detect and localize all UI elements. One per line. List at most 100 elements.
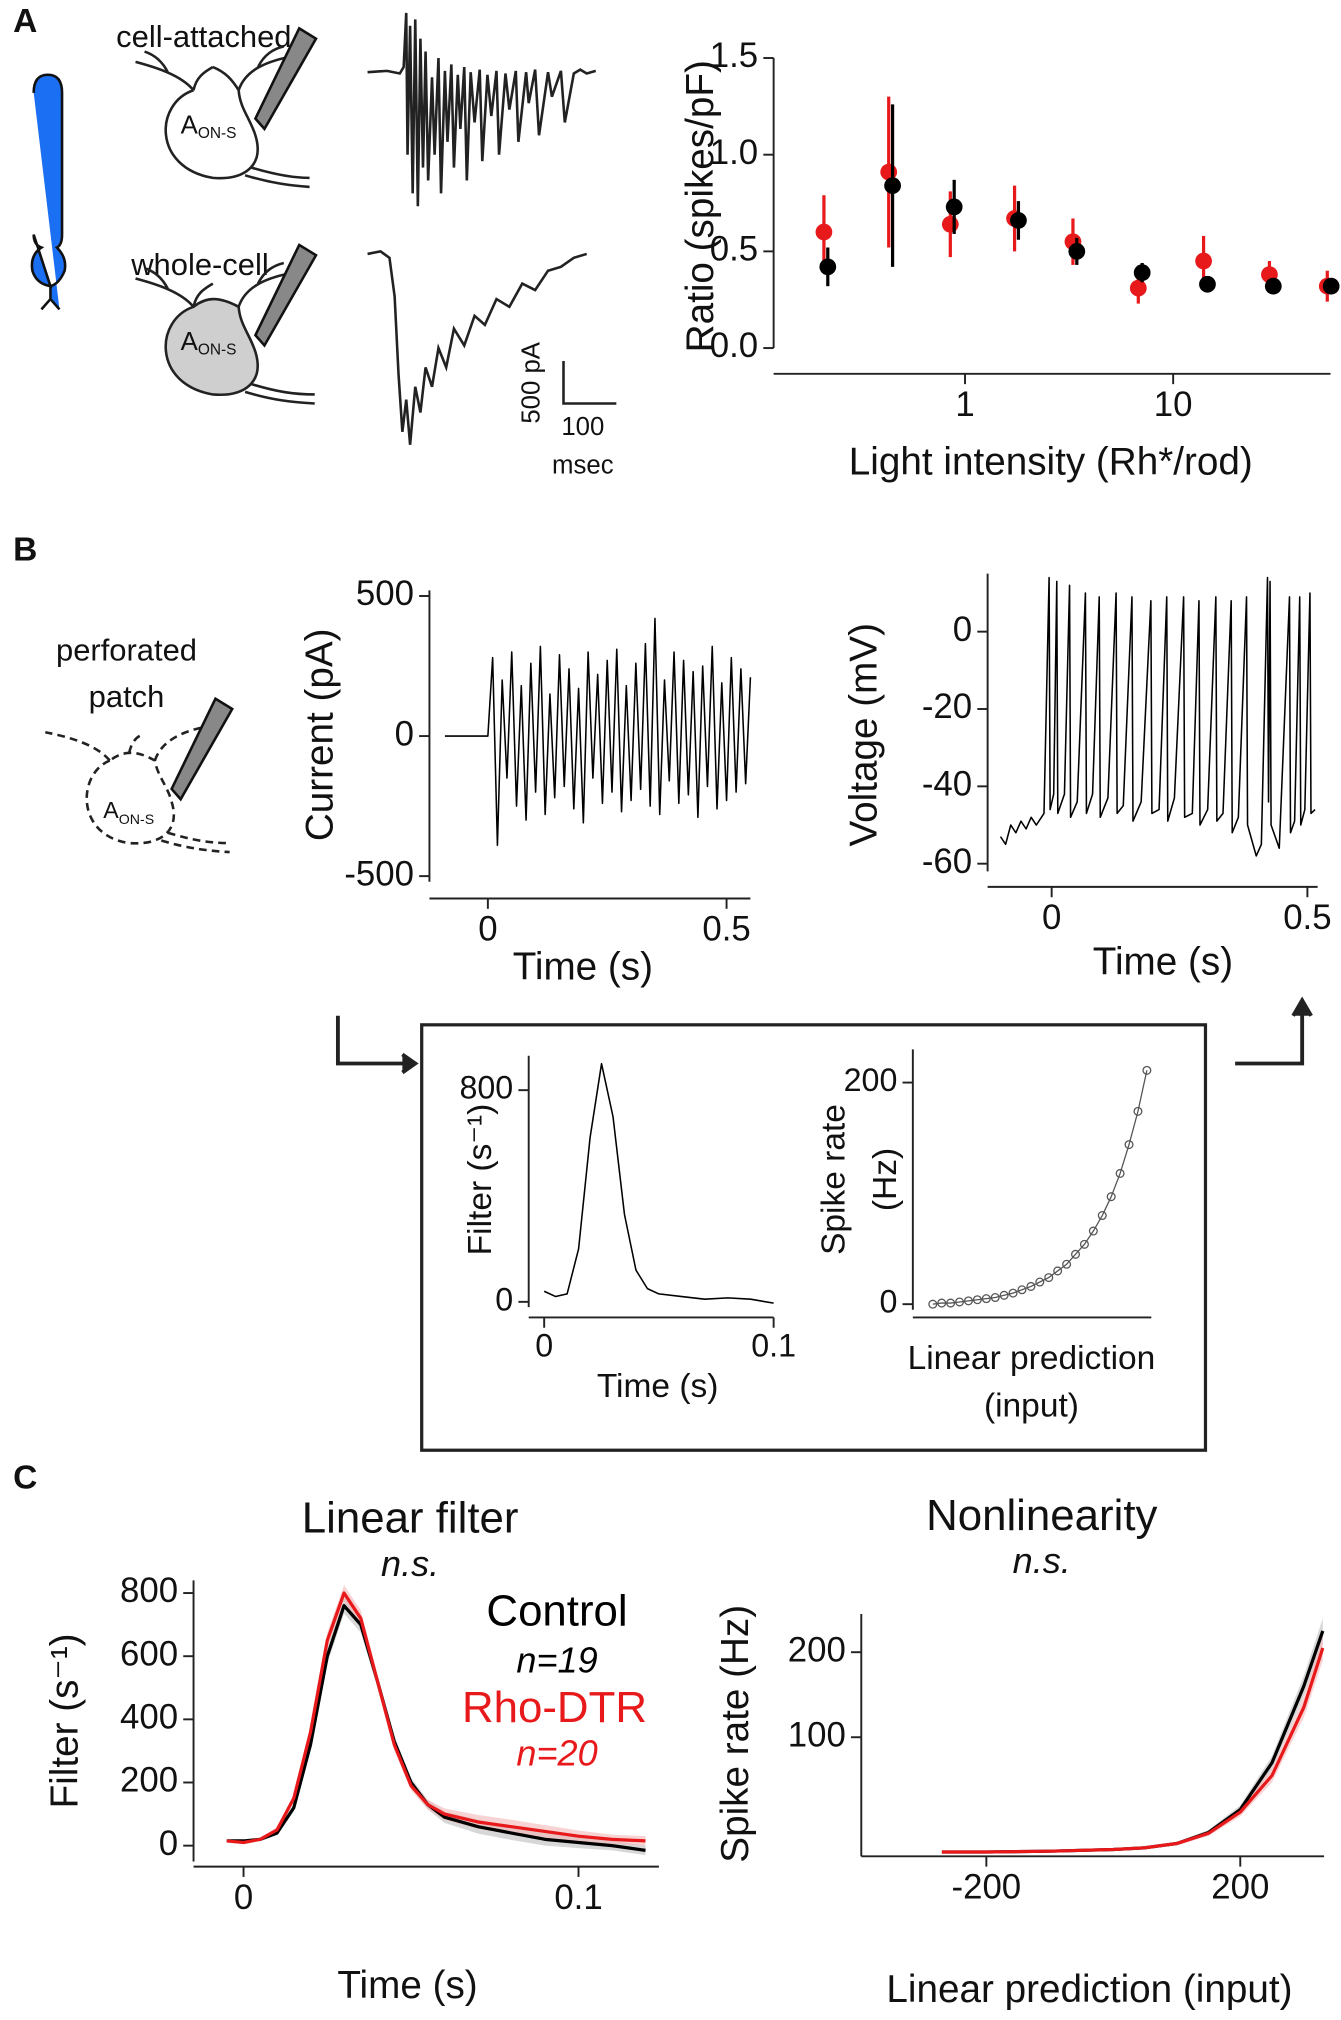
point [1079,1239,1089,1249]
point [1062,1259,1072,1269]
point [1053,1266,1063,1276]
y-axis-label: Spike rate [815,1104,852,1255]
x-axis-label: (input) [984,1388,1079,1425]
point [1322,277,1340,295]
y-tick-label: 0 [495,1281,513,1317]
cell-label-sub: ON-S [198,342,237,359]
point [1044,1273,1054,1283]
y-tick-label: 200 [788,1630,846,1669]
y-tick-label: 0.0 [710,326,758,365]
y-axis-label: Ratio (spikes/pF) [679,60,722,352]
point [941,215,959,233]
legend-label: Rho-DTR [462,1683,647,1732]
cell-label-main: A [181,111,199,139]
whole-cell-label: whole-cell [130,247,268,282]
y-axis-label: Voltage (mV) [843,623,886,846]
y-tick-label: -20 [922,687,972,726]
x-axis-label: Time (s) [597,1368,719,1405]
x-axis-label: Time (s) [513,946,653,989]
y-tick-label: 200 [844,1062,898,1098]
error-band [941,1618,1323,1853]
point [1017,1285,1027,1295]
perforated-label: patch [89,679,165,714]
legend-label: Control [486,1587,627,1636]
x-tick-label: 0 [234,1878,253,1917]
line [543,1062,774,1304]
point [1133,1106,1143,1116]
point [1264,277,1282,295]
chart-title: Nonlinearity [926,1491,1157,1540]
chart-title: Linear filter [302,1494,519,1543]
y-axis-label: Current (pA) [299,628,342,841]
x-tick-label: 0 [1042,898,1061,937]
y-tick-label: 0 [159,1824,178,1863]
cell-label-sub: ON-S [119,812,154,828]
x-tick-label: 0.5 [702,910,750,949]
rod-cell [30,73,67,311]
y-tick-label: 1.0 [710,133,758,172]
y-tick-label: 0.5 [710,230,758,269]
cell-drawing [45,725,230,854]
current-trace [367,249,588,445]
y-tick-label: -60 [922,842,972,881]
cell-attached-label: cell-attached [116,19,291,54]
x-tick-label: 10 [1154,385,1193,424]
point [884,177,901,195]
panel-letter: A [13,3,37,40]
x-tick-label: -200 [952,1868,1022,1907]
x-axis-label: Light intensity (Rh*/rod) [849,440,1253,483]
point [1088,1226,1098,1236]
y-tick-label: -500 [344,854,414,893]
line [941,1630,1325,1854]
y-tick-label: 600 [120,1634,178,1673]
model-box [420,1023,1208,1452]
point [1026,1281,1036,1291]
y-axis-label: (Hz) [867,1148,904,1211]
y-tick-label: 200 [120,1761,178,1800]
error-band [941,1635,1323,1853]
y-tick-label: 1.5 [710,36,758,75]
point [1070,1249,1081,1259]
point [1106,1192,1116,1202]
point [1124,1140,1134,1150]
x-axis-label: Time (s) [337,1964,477,2007]
chart-subtitle: n.s. [1013,1540,1071,1581]
x-tick-label: 0 [535,1328,553,1364]
point [963,1296,973,1306]
point [1129,279,1147,297]
point [1115,1168,1125,1178]
line [999,576,1316,857]
point [1195,252,1212,270]
y-tick-label: 0 [953,610,972,649]
point [819,258,837,276]
y-tick-label: 800 [120,1571,178,1610]
cell-label: AON-S [181,111,237,142]
point [1133,264,1151,282]
y-tick-label: -40 [922,765,972,804]
cell-drawing [135,26,318,189]
y-tick-label: 800 [459,1070,513,1106]
point [937,1298,947,1308]
point [1068,242,1086,260]
cell-label-sub: ON-S [198,125,237,142]
point [815,223,833,241]
scale-bar [562,360,617,405]
point [1199,275,1216,293]
y-tick-label: 400 [120,1698,178,1737]
point [972,1295,982,1305]
point [928,1299,938,1309]
panel-letter: B [13,532,37,569]
x-tick-label: 0 [478,910,497,949]
legend-annotation: n=20 [516,1732,597,1773]
point [999,1290,1009,1300]
line [226,1591,646,1845]
y-tick-label: 100 [788,1715,846,1754]
chart-subtitle: n.s. [381,1543,439,1584]
x-tick-label: 0.1 [554,1878,602,1917]
x-tick-label: 200 [1211,1868,1269,1907]
scale-label: 500 pA [517,341,545,423]
y-tick-label: 0 [395,714,414,753]
cell-label: AON-S [181,328,237,359]
